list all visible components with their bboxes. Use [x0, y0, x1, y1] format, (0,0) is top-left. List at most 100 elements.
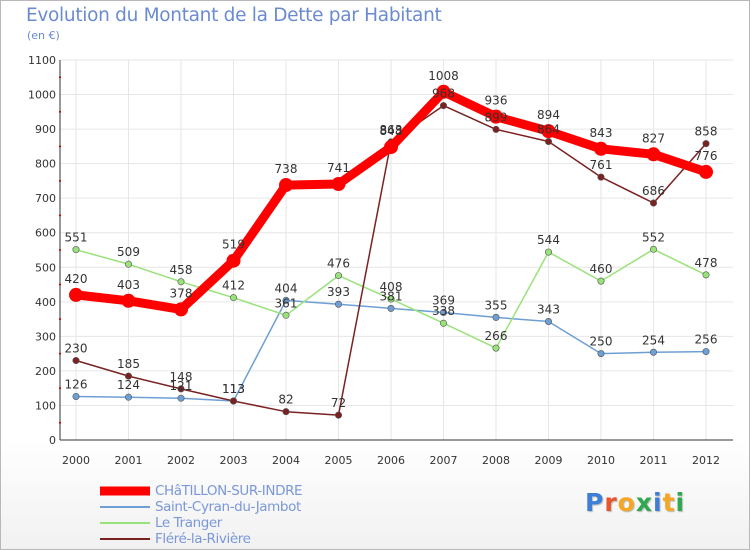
data-point [597, 277, 605, 285]
y-tick-label: 600 [35, 227, 56, 240]
data-label: 254 [642, 333, 665, 347]
data-label: 551 [65, 231, 88, 245]
data-point [72, 357, 80, 365]
x-tick-label: 2004 [272, 454, 300, 467]
data-point [230, 294, 238, 302]
data-point [439, 319, 447, 327]
data-point [541, 124, 556, 139]
data-label: 121 [170, 379, 193, 393]
y-tick-label: 0 [49, 434, 56, 447]
x-tick-label: 2006 [377, 454, 405, 467]
data-label: 544 [537, 233, 560, 247]
line-chart: 0 100 200 300 400 500 600 700 800 900 1000 1100 2000… [28, 54, 733, 467]
data-point [439, 309, 447, 317]
data-point [121, 293, 136, 308]
data-label: 256 [695, 333, 718, 347]
data-label: 113 [222, 382, 245, 396]
data-label: 124 [117, 378, 140, 392]
data-label: 266 [485, 329, 508, 343]
data-label: 476 [327, 257, 350, 271]
x-tick-label: 2007 [430, 454, 458, 467]
data-point [72, 246, 80, 254]
data-point [492, 344, 500, 352]
y-tick-label: 200 [35, 365, 56, 378]
chart-title: Evolution du Montant de la Dette par Hab… [26, 5, 442, 26]
data-label: 355 [485, 298, 508, 312]
legend-label: Fléré-la-Rivière [155, 531, 251, 547]
data-point [492, 125, 500, 133]
logo-letter: o [617, 488, 636, 517]
data-point [125, 260, 133, 268]
data-point [72, 392, 80, 400]
data-point [544, 248, 552, 256]
legend-item: Le Tranger [100, 515, 420, 531]
data-label: 741 [327, 161, 350, 175]
data-point [282, 311, 290, 319]
data-point [649, 348, 657, 356]
data-label: 113 [222, 382, 245, 396]
data-label: 393 [327, 285, 350, 299]
data-label: 404 [275, 281, 298, 295]
data-label: 936 [485, 94, 508, 108]
data-label: 509 [117, 245, 140, 259]
data-point [439, 102, 447, 110]
data-point [125, 393, 133, 401]
data-point [69, 287, 83, 302]
x-tick-label: 2002 [167, 454, 195, 467]
legend-swatch [100, 522, 150, 524]
data-point [649, 245, 657, 253]
data-label: 478 [695, 256, 718, 270]
data-point [226, 253, 241, 268]
data-label: 126 [65, 377, 88, 391]
data-label: 519 [222, 238, 245, 252]
x-tick-label: 2000 [62, 454, 90, 467]
data-point [334, 300, 342, 308]
x-tick-label: 2003 [220, 454, 248, 467]
legend: CHâTILLON-SUR-INDRE Saint-Cyran-du-Jambot… [100, 483, 420, 547]
data-label: 738 [275, 162, 298, 176]
data-label: 894 [537, 108, 560, 122]
x-tick-label: 2001 [115, 454, 143, 467]
plot-area [60, 60, 733, 440]
legend-swatch [100, 538, 150, 540]
legend-label: Saint-Cyran-du-Jambot [155, 499, 301, 515]
data-label: 412 [222, 279, 245, 293]
data-labels: 420 403 378 519 738 741 848 1008 936 894 843 827 776… [65, 69, 718, 410]
data-label: 250 [590, 335, 613, 349]
data-point [597, 173, 605, 181]
logo-letter: P [585, 488, 605, 517]
y-tick-label: 1100 [28, 54, 56, 67]
data-point [436, 84, 451, 99]
data-point [384, 140, 398, 155]
data-label: 848 [380, 124, 403, 138]
data-point [387, 295, 395, 303]
data-label: 864 [537, 123, 560, 137]
data-point [699, 164, 713, 179]
axes: 0 100 200 300 400 500 600 700 800 900 1000 1100 2000… [28, 54, 733, 467]
data-label: 761 [590, 158, 613, 172]
y-tick-label: 900 [35, 123, 56, 136]
data-label: 686 [642, 184, 665, 198]
logo-letter: x [635, 488, 653, 517]
data-point [282, 408, 290, 416]
chart-unit: (en €) [27, 29, 60, 42]
grid [60, 59, 733, 441]
data-point [492, 313, 500, 321]
data-label: 552 [642, 230, 665, 244]
data-label: 827 [642, 131, 665, 145]
data-point [544, 318, 552, 326]
data-point [334, 272, 342, 280]
y-tick-label: 100 [35, 399, 56, 412]
data-label: 343 [537, 303, 560, 317]
legend-item: Saint-Cyran-du-Jambot [100, 499, 420, 515]
y-tick-label: 700 [35, 192, 56, 205]
data-point [649, 199, 657, 207]
data-label: 408 [380, 280, 403, 294]
data-label: 403 [117, 278, 140, 292]
data-point [702, 140, 710, 148]
y-tick-label: 500 [35, 261, 56, 274]
logo-letter: i [675, 488, 686, 517]
x-tick-label: 2008 [482, 454, 510, 467]
data-point [279, 178, 293, 193]
y-tick-label: 1000 [28, 89, 56, 102]
